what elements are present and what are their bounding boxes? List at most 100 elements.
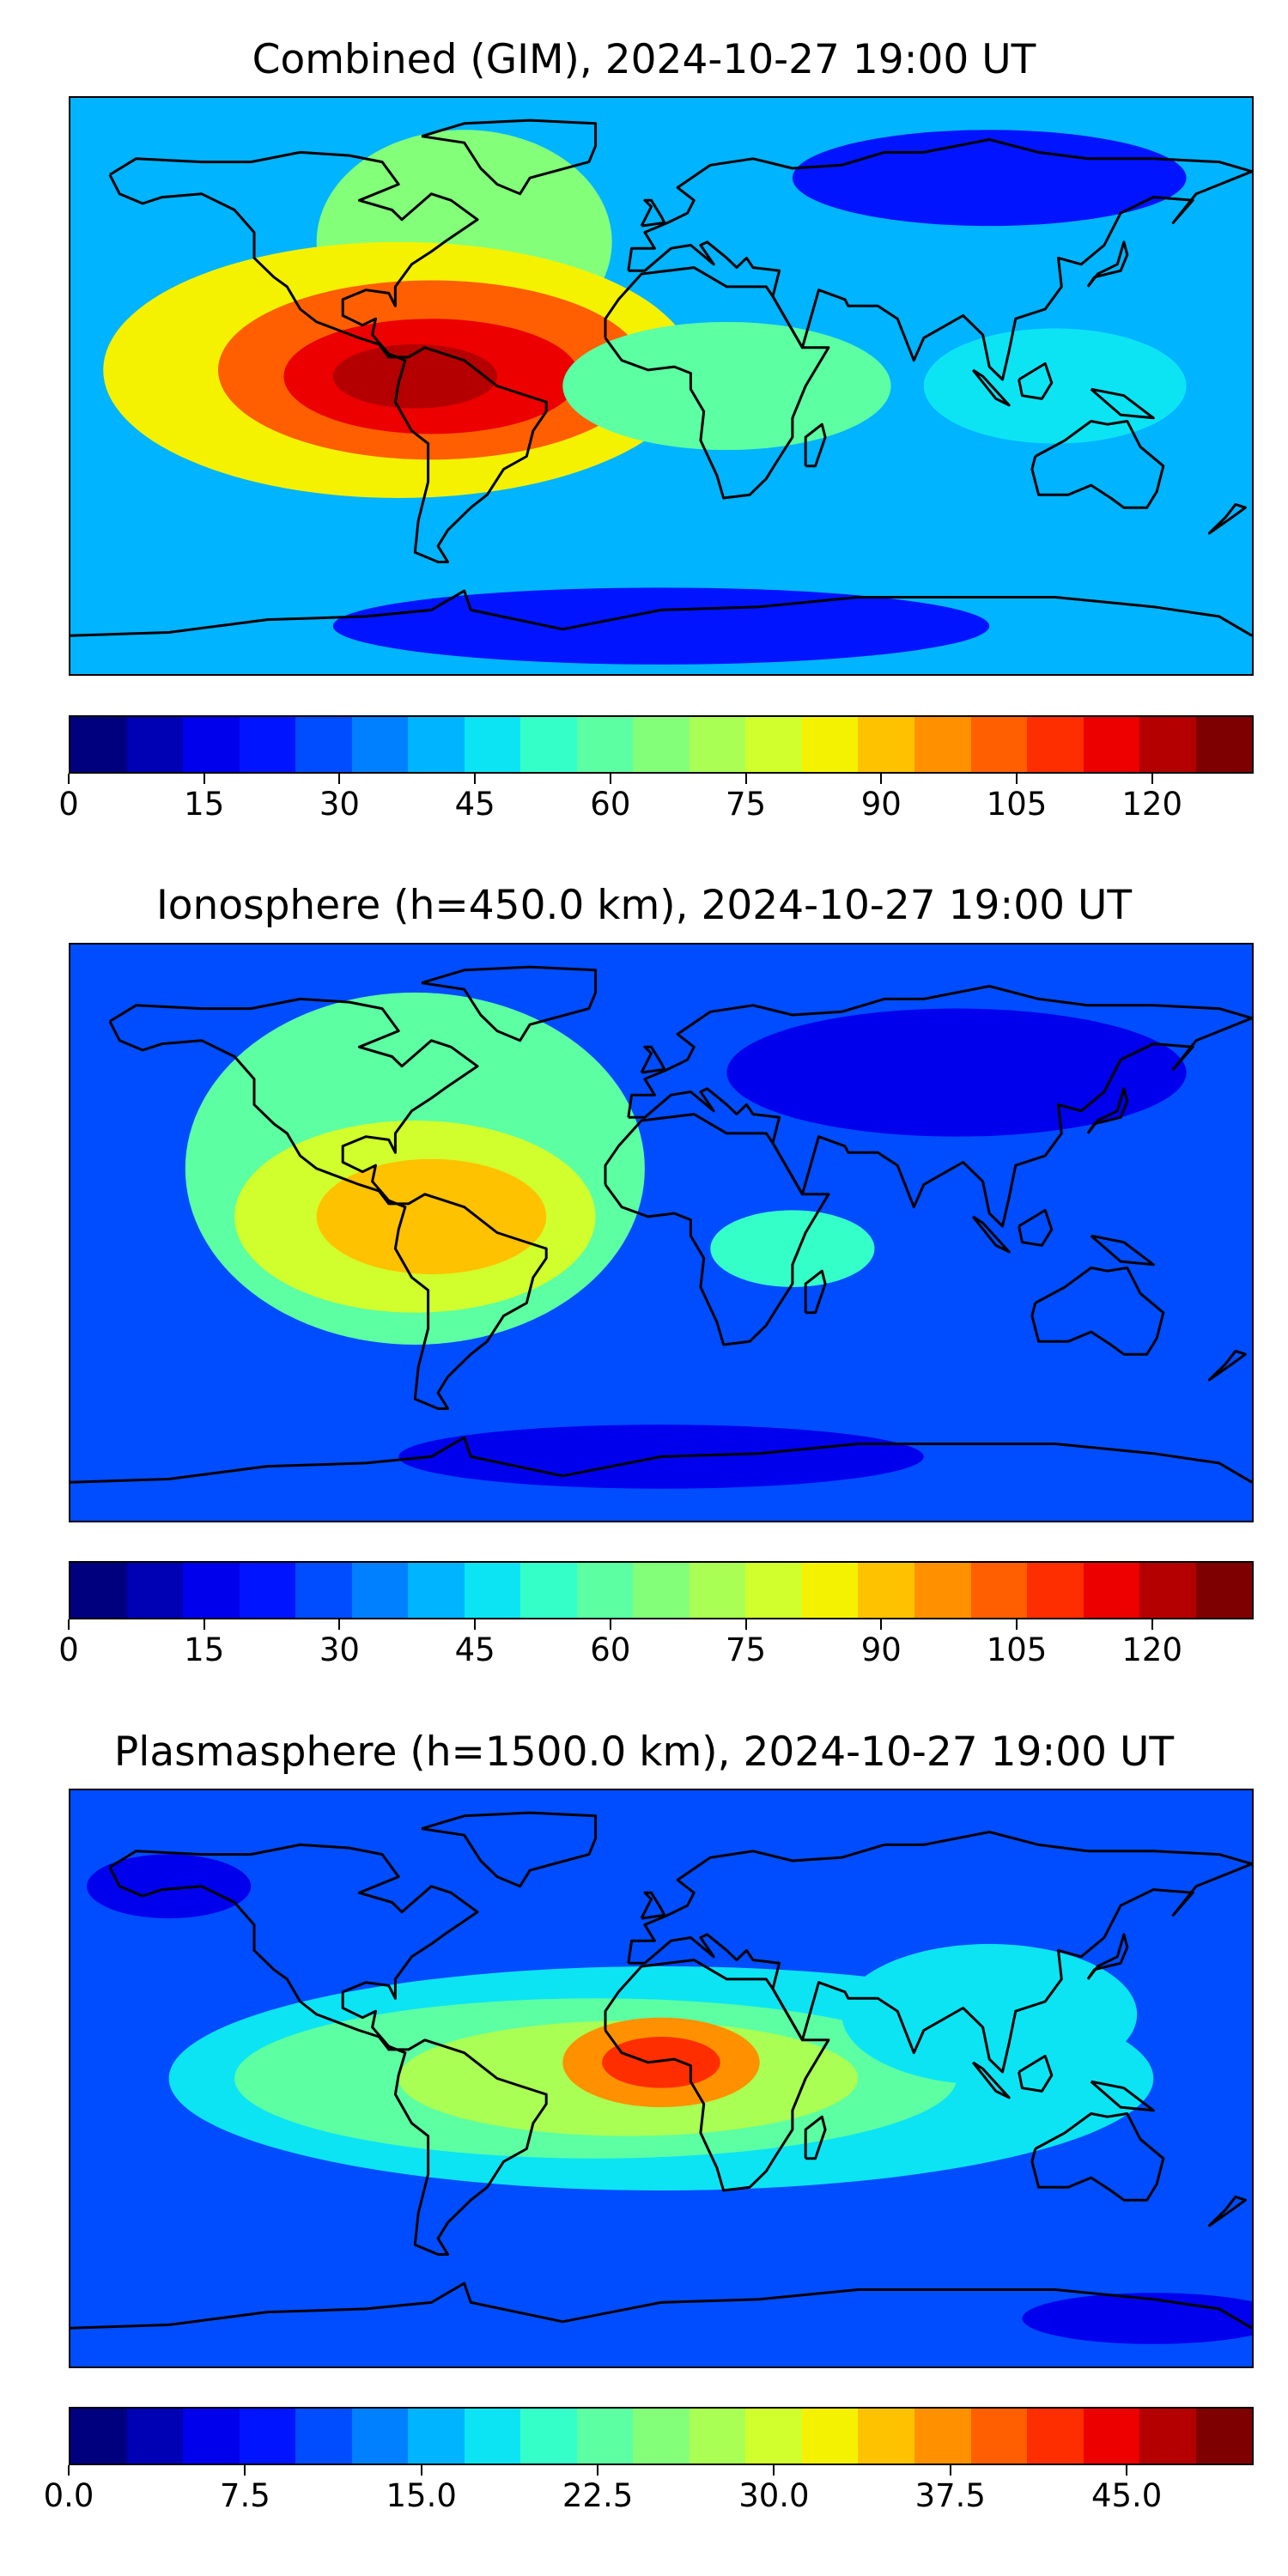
colorbar-segment bbox=[970, 2409, 1028, 2464]
colorbar-tick bbox=[744, 774, 747, 784]
colorbar-segment bbox=[70, 717, 127, 772]
coastline bbox=[1090, 387, 1155, 420]
coastline bbox=[70, 589, 1252, 637]
colorbar-tick-label: 0.0 bbox=[43, 2477, 94, 2514]
colorbar-segment bbox=[1195, 2409, 1253, 2464]
colorbar-tick bbox=[1151, 774, 1153, 784]
coastline bbox=[108, 997, 548, 1410]
coastline bbox=[804, 2115, 827, 2160]
colorbar-segment bbox=[70, 1563, 127, 1618]
tec-contour bbox=[602, 2037, 720, 2088]
coastline bbox=[604, 266, 830, 500]
colorbar-tick bbox=[474, 1619, 477, 1630]
colorbar-tick-label: 120 bbox=[1121, 1631, 1183, 1668]
colorbar-tick-label: 105 bbox=[986, 786, 1048, 823]
coastline bbox=[421, 1811, 598, 1888]
colorbar-segment bbox=[520, 1563, 577, 1618]
colorbar-segment bbox=[858, 1563, 914, 1618]
colorbar-segment bbox=[351, 1563, 409, 1618]
colorbar-tick-label: 0 bbox=[58, 786, 79, 823]
panel-title-ionosphere: Ionosphere (h=450.0 km), 2024-10-27 19:0… bbox=[155, 882, 1133, 929]
map-plasmasphere bbox=[69, 1789, 1254, 2368]
colorbar-tick-label: 30.0 bbox=[738, 2477, 810, 2514]
colorbar-segment bbox=[1083, 717, 1140, 772]
colorbar-segment bbox=[633, 717, 690, 772]
colorbar-tick bbox=[420, 2465, 422, 2476]
coastline bbox=[1086, 1087, 1129, 1134]
colorbar-tick bbox=[773, 2465, 775, 2476]
colorbar-tick-label: 30 bbox=[319, 786, 360, 823]
colorbar-tick-label: 30 bbox=[319, 1631, 360, 1668]
colorbar-tick bbox=[597, 2465, 599, 2476]
colorbar-segment bbox=[351, 717, 409, 772]
colorbar-tick-label: 15.0 bbox=[386, 2477, 457, 2514]
colorbar-segment bbox=[1027, 717, 1084, 772]
colorbar-tick bbox=[244, 2465, 246, 2476]
colorbar-segment bbox=[914, 2409, 971, 2464]
map-svg-ionosphere bbox=[70, 945, 1252, 1521]
colorbar-tick bbox=[203, 1619, 205, 1630]
colorbar-tick bbox=[68, 1619, 70, 1630]
coastline bbox=[1018, 361, 1054, 400]
map-ionosphere bbox=[69, 943, 1254, 1522]
colorbar-tick bbox=[949, 2465, 951, 2476]
coastline bbox=[1018, 2054, 1054, 2093]
colorbar-segment bbox=[1139, 1563, 1196, 1618]
colorbar-segment bbox=[1195, 1563, 1253, 1618]
map-svg-plasmasphere bbox=[70, 1790, 1252, 2366]
colorbar-segment bbox=[801, 2409, 859, 2464]
colorbar-tick-label: 90 bbox=[860, 786, 902, 823]
colorbar-tick bbox=[609, 1619, 611, 1630]
colorbar-tick bbox=[474, 774, 477, 784]
colorbar-segment bbox=[914, 717, 971, 772]
colorbar-tick-label: 60 bbox=[590, 786, 631, 823]
colorbar-segment bbox=[858, 2409, 914, 2464]
coastline bbox=[1207, 2195, 1247, 2227]
coastline bbox=[804, 422, 827, 468]
colorbar-tick bbox=[609, 774, 611, 784]
colorbar-segment bbox=[126, 1563, 184, 1618]
colorbar-tick bbox=[1151, 1619, 1153, 1630]
colorbar-tick bbox=[338, 1619, 341, 1630]
colorbar-tick-label: 45.0 bbox=[1091, 2477, 1163, 2514]
colorbar-segment bbox=[183, 2409, 240, 2464]
coastline bbox=[1030, 2112, 1165, 2202]
colorbar-segment bbox=[858, 717, 914, 772]
colorbar-tick-label: 0 bbox=[58, 1631, 79, 1668]
colorbar-tick-label: 90 bbox=[860, 1631, 902, 1668]
colorbar-segment bbox=[408, 717, 465, 772]
colorbar-segment bbox=[745, 1563, 802, 1618]
coastline bbox=[108, 150, 548, 563]
coastline bbox=[804, 1269, 827, 1315]
coastline bbox=[1030, 420, 1165, 509]
coastline bbox=[1090, 1234, 1155, 1267]
coastline bbox=[421, 965, 598, 1042]
colorbar-tick bbox=[68, 774, 70, 784]
colorbar-tick-label: 45 bbox=[454, 1631, 495, 1668]
coastline bbox=[1207, 502, 1247, 535]
colorbar-segment bbox=[70, 2409, 127, 2464]
colorbar-segment bbox=[126, 717, 184, 772]
colorbar-segment bbox=[520, 717, 577, 772]
colorbar-segment bbox=[408, 1563, 465, 1618]
colorbar-segment bbox=[295, 2409, 352, 2464]
tec-contour bbox=[923, 328, 1187, 444]
colorbar-tick-label: 75 bbox=[726, 786, 767, 823]
coastline bbox=[604, 1113, 830, 1346]
map-svg-combined bbox=[70, 98, 1252, 674]
colorbar-tick bbox=[1126, 2465, 1128, 2476]
coastline bbox=[604, 1959, 830, 2192]
colorbar-tick bbox=[880, 774, 883, 784]
panel-title-combined: Combined (GIM), 2024-10-27 19:00 UT bbox=[252, 36, 1036, 83]
tec-contour bbox=[710, 1210, 875, 1287]
colorbar-segment bbox=[464, 1563, 521, 1618]
tec-contour bbox=[562, 321, 891, 451]
coastline bbox=[971, 368, 1011, 407]
colorbar-tick-label: 15 bbox=[184, 1631, 225, 1668]
colorbar-segment bbox=[689, 1563, 746, 1618]
colorbar-tick-label: 120 bbox=[1121, 786, 1183, 823]
colorbar-segment bbox=[1027, 2409, 1084, 2464]
colorbar-segment bbox=[351, 2409, 409, 2464]
colorbar-tick bbox=[68, 2465, 70, 2476]
colorbar-segment bbox=[576, 717, 634, 772]
